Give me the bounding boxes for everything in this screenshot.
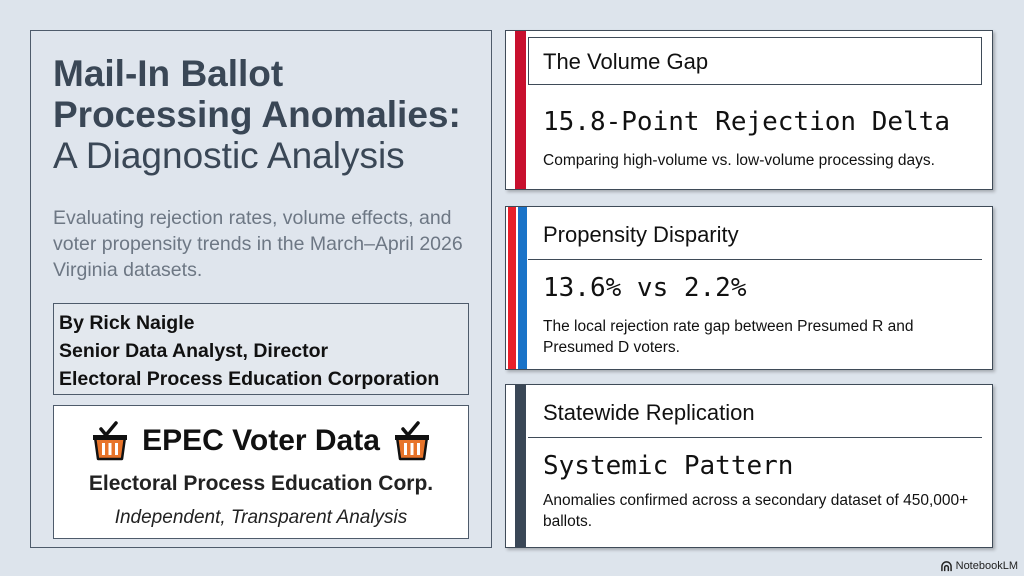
card-description: The local rejection rate gap between Pre…: [543, 318, 914, 356]
byline-role: Senior Data Analyst, Director: [59, 340, 329, 362]
ballot-box-icon: [394, 421, 429, 461]
card-accent: [506, 207, 528, 369]
card-accent: [506, 31, 528, 189]
logo-row: EPEC Voter Data: [54, 416, 468, 466]
title-line-3: A Diagnostic Analysis: [53, 135, 405, 176]
card-value: 13.6% vs 2.2%: [543, 273, 747, 303]
notebooklm-icon: [940, 560, 952, 571]
title-panel: Mail-In Ballot Processing Anomalies: A D…: [30, 30, 492, 548]
card-description: Comparing high-volume vs. low-volume pro…: [543, 152, 935, 169]
credit-text: NotebookLM: [955, 560, 1018, 572]
accent-bar-dark: [515, 385, 526, 547]
page-title: Mail-In Ballot Processing Anomalies: A D…: [53, 53, 483, 176]
accent-bar-blue: [518, 207, 527, 369]
byline-box: By Rick Naigle Senior Data Analyst, Dire…: [53, 303, 469, 395]
card-heading: Statewide Replication: [543, 400, 755, 425]
subtitle: Evaluating rejection rates, volume effec…: [53, 207, 463, 281]
card-statewide-replication: Statewide Replication Systemic Pattern A…: [505, 384, 993, 548]
logo-box: EPEC Voter Data Electoral Process Educat…: [53, 405, 469, 539]
card-volume-gap: The Volume Gap 15.8-Point Rejection Delt…: [505, 30, 993, 190]
card-divider: [528, 259, 982, 260]
card-heading: The Volume Gap: [543, 49, 709, 74]
byline-author: By Rick Naigle: [59, 312, 195, 334]
card-divider: [528, 437, 982, 438]
card-propensity-disparity: Propensity Disparity 13.6% vs 2.2% The l…: [505, 206, 993, 370]
ballot-box-icon: [93, 421, 128, 461]
byline-org: Electoral Process Education Corporation: [59, 368, 440, 390]
accent-bar-red: [515, 31, 526, 189]
title-line-1: Mail-In Ballot: [53, 53, 284, 94]
card-accent: [506, 385, 528, 547]
card-heading-box: The Volume Gap: [528, 37, 982, 85]
logo-tagline: Independent, Transparent Analysis: [114, 507, 408, 528]
accent-bar-red: [508, 207, 516, 369]
card-description: Anomalies confirmed across a secondary d…: [543, 492, 969, 530]
notebooklm-credit: NotebookLM: [940, 560, 1018, 572]
card-value: Systemic Pattern: [543, 451, 794, 481]
card-heading: Propensity Disparity: [543, 222, 739, 247]
logo-title: EPEC Voter Data: [142, 424, 380, 457]
title-line-2: Processing Anomalies:: [53, 94, 461, 135]
card-value: 15.8-Point Rejection Delta: [543, 107, 950, 137]
logo-org: Electoral Process Education Corp.: [88, 472, 434, 495]
